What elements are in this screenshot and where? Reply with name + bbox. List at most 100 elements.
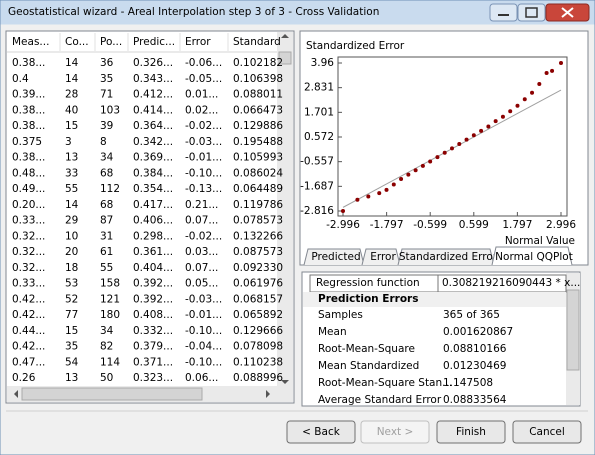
table-cell: 0.195488	[233, 136, 283, 148]
table-cell: 0.42...	[12, 341, 45, 353]
table-cell: 158	[100, 278, 120, 290]
table-cell: -0.06...	[185, 57, 222, 69]
button-label[interactable]: Cancel	[529, 426, 565, 438]
table-cell: 0.119786	[233, 199, 283, 211]
button[interactable]	[512, 420, 582, 444]
table-cell: 68	[100, 167, 113, 179]
h-scroll-thumb[interactable]	[21, 387, 203, 401]
table-cell: 0.086024	[233, 167, 283, 179]
button-label[interactable]: < Back	[302, 426, 341, 438]
table-cell: 54	[65, 356, 79, 368]
table-cell: 0.06...	[185, 372, 218, 384]
table-cell: 13	[65, 152, 78, 164]
property-name: Root-Mean-Square Stan...	[318, 377, 452, 389]
table-cell: 0.102182	[233, 57, 283, 69]
property-name: Root-Mean-Square	[318, 343, 415, 355]
table-cell: 0.42...	[12, 309, 45, 321]
table-cell: -0.03...	[185, 136, 222, 148]
column-header[interactable]: Standard	[233, 36, 281, 48]
qq-point	[493, 119, 498, 124]
v-scroll-thumb[interactable]	[278, 51, 292, 65]
x-tick-label: -2.996	[326, 219, 360, 231]
y-tick-label: -1.687	[300, 180, 334, 192]
qq-point	[464, 137, 469, 142]
property-name: Mean Standardized	[318, 360, 419, 372]
table-cell: 29	[65, 215, 78, 227]
table-cell: 77	[65, 309, 78, 321]
table-cell: 28	[65, 89, 78, 101]
tab[interactable]	[361, 248, 401, 266]
column-header[interactable]: Error	[185, 36, 211, 48]
button-label[interactable]: Finish	[456, 426, 486, 438]
table-cell: 0.106398	[233, 73, 283, 85]
tab[interactable]	[303, 248, 365, 266]
column-header[interactable]: Co...	[65, 36, 89, 48]
table-cell: 0.33...	[12, 215, 45, 227]
x-tick-label: -0.599	[413, 219, 447, 231]
table-cell: 0.364...	[133, 120, 173, 132]
column-header[interactable]: Po...	[100, 36, 122, 48]
column-header[interactable]: Meas...	[12, 36, 49, 48]
button[interactable]	[286, 420, 356, 444]
qq-point	[530, 90, 535, 95]
qq-point	[559, 61, 563, 65]
table-cell: 20	[65, 246, 78, 258]
table-cell: -0.02...	[185, 120, 222, 132]
property-value: 0.08810166	[443, 343, 507, 355]
tab-label[interactable]: Standardized Error	[399, 251, 498, 263]
qq-point	[406, 172, 411, 177]
table-cell: 0.392...	[133, 293, 173, 305]
table-cell: 0.404...	[133, 262, 173, 274]
table-cell: 0.375	[12, 136, 42, 148]
section-header: Prediction Errors	[318, 293, 418, 305]
table-cell: -0.13...	[185, 183, 222, 195]
table-cell: 15	[65, 325, 78, 337]
table-cell: 0.38...	[12, 104, 45, 116]
table-cell: 0.332...	[133, 325, 173, 337]
qq-point	[384, 187, 389, 192]
qq-point	[391, 182, 396, 187]
table-frame	[5, 30, 295, 404]
table-cell: 0.32...	[12, 246, 45, 258]
maximize-icon	[525, 7, 538, 18]
column-header[interactable]: Predic...	[133, 36, 175, 48]
table-cell: 3	[65, 136, 72, 148]
qq-point	[435, 155, 440, 160]
table-cell: -0.10...	[185, 356, 222, 368]
table-cell: -0.04...	[185, 341, 222, 353]
table-cell: 0.38...	[12, 57, 45, 69]
prop-scroll-thumb[interactable]	[566, 289, 580, 371]
tab-label[interactable]: Normal QQPlot	[495, 251, 573, 263]
table-cell: 0.49...	[12, 183, 45, 195]
table-cell: 53	[65, 278, 78, 290]
qq-point	[366, 194, 371, 199]
table-cell: 0.406...	[133, 215, 173, 227]
y-tick-label: -0.557	[300, 156, 334, 168]
property-name: Average Standard Error	[318, 394, 442, 406]
table-cell: 14	[65, 57, 79, 69]
table-cell: -0.05...	[185, 73, 222, 85]
tab-label[interactable]: Error	[370, 251, 396, 263]
table-cell: 33	[65, 167, 78, 179]
tab[interactable]	[397, 248, 495, 266]
table-cell: 40	[65, 104, 78, 116]
property-value: 0.308219216090443 * x...	[442, 277, 580, 289]
x-tick-label: 0.599	[459, 219, 489, 231]
x-tick-label: -1.797	[370, 219, 404, 231]
tab-label[interactable]: Predicted	[311, 251, 360, 263]
tab[interactable]	[491, 246, 573, 266]
button[interactable]	[436, 420, 506, 444]
y-tick-label: 3.96	[311, 57, 335, 69]
table-cell: 0.129886	[233, 120, 283, 132]
table-cell: 0.20...	[12, 199, 45, 211]
qq-point	[420, 163, 425, 168]
table-cell: 14	[65, 73, 79, 85]
maximize-button[interactable]	[517, 3, 546, 22]
x-tick-label: 2.996	[546, 219, 576, 231]
table-cell: -0.01...	[185, 309, 222, 321]
table-cell: 35	[65, 341, 78, 353]
v-scrollbar[interactable]	[277, 32, 293, 386]
minimize-button[interactable]	[489, 3, 518, 22]
qq-point	[377, 191, 382, 196]
